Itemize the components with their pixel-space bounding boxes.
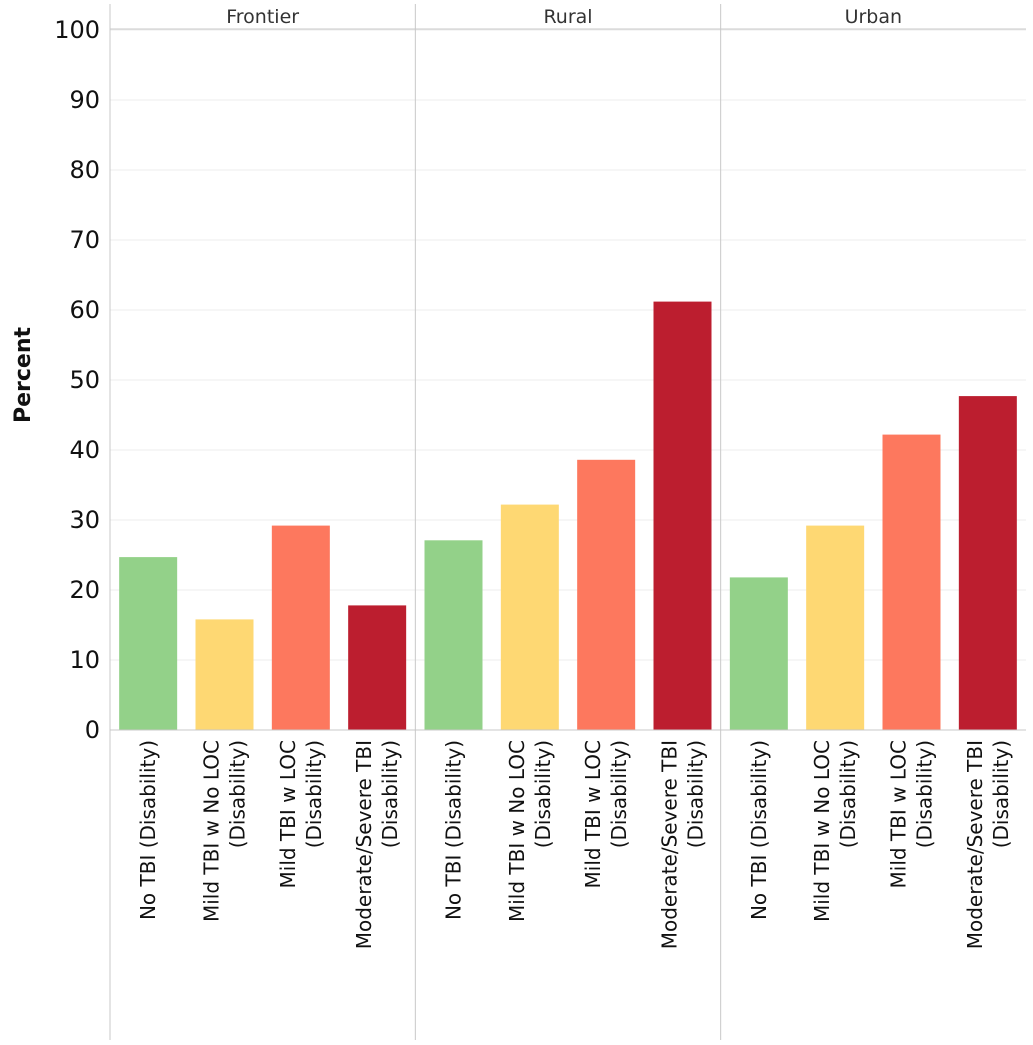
bar xyxy=(119,557,178,730)
x-category-label: Moderate/Severe TBI (Disability) xyxy=(963,740,1013,949)
bar xyxy=(271,525,330,730)
x-category-label-line: (Disability) xyxy=(913,740,937,848)
x-category-label-line: No TBI (Disability) xyxy=(136,740,160,920)
x-category-label-line: (Disability) xyxy=(378,740,402,848)
x-category-label-line: (Disability) xyxy=(531,740,555,848)
bar xyxy=(882,434,941,730)
x-category-label: Moderate/Severe TBI (Disability) xyxy=(352,740,402,949)
x-category-label-line: (Disability) xyxy=(226,740,250,848)
x-category-label-line: (Disability) xyxy=(302,740,326,848)
panel-titles: Frontier Rural Urban xyxy=(226,6,902,28)
y-tick-label: 60 xyxy=(69,296,100,324)
x-category-label-line: (Disability) xyxy=(684,740,708,848)
x-category-label-line: (Disability) xyxy=(989,740,1013,848)
y-tick-label: 30 xyxy=(69,506,100,534)
y-axis-label: Percent xyxy=(11,327,36,424)
x-category-label-line: No TBI (Disability) xyxy=(747,740,771,920)
y-tick-label: 0 xyxy=(85,716,100,744)
x-category-label: No TBI (Disability) xyxy=(747,740,771,920)
y-tick-label: 20 xyxy=(69,576,100,604)
x-category-label: Mild TBI w LOC (Disability) xyxy=(887,740,937,888)
y-tick-label: 90 xyxy=(69,86,100,114)
y-tick-label: 50 xyxy=(69,366,100,394)
x-axis-labels: No TBI (Disability) Mild TBI w No LOC (Dis… xyxy=(136,740,1013,949)
gridlines xyxy=(110,29,1026,661)
y-tick-label: 100 xyxy=(54,16,100,44)
panel-title: Frontier xyxy=(226,6,299,28)
x-category-label: Mild TBI w No LOC (Disability) xyxy=(505,740,555,922)
bar xyxy=(729,577,788,730)
bar xyxy=(195,619,254,730)
bar xyxy=(653,301,712,730)
bar xyxy=(806,525,865,730)
x-category-label-line: Moderate/Severe TBI xyxy=(658,740,682,949)
x-category-label-line: Mild TBI w LOC xyxy=(276,740,300,888)
x-category-label: Mild TBI w LOC (Disability) xyxy=(276,740,326,888)
bar xyxy=(424,540,483,730)
y-tick-label: 70 xyxy=(69,226,100,254)
x-category-label-line: Moderate/Severe TBI xyxy=(963,740,987,949)
x-category-label-line: No TBI (Disability) xyxy=(442,740,466,920)
x-category-label-line: Moderate/Severe TBI xyxy=(352,740,376,949)
y-axis-ticks: 0 10 20 30 40 50 60 70 80 90 100 xyxy=(54,16,100,744)
x-category-label-line: Mild TBI w LOC xyxy=(887,740,911,888)
x-category-label: Mild TBI w No LOC (Disability) xyxy=(200,740,250,922)
y-tick-label: 10 xyxy=(69,646,100,674)
x-category-label-line: Mild TBI w LOC xyxy=(581,740,605,888)
x-category-label-line: (Disability) xyxy=(836,740,860,848)
bars xyxy=(119,301,1017,730)
x-category-label-line: Mild TBI w No LOC xyxy=(200,740,224,922)
x-category-label: Mild TBI w LOC (Disability) xyxy=(581,740,631,888)
x-category-label-line: (Disability) xyxy=(607,740,631,848)
y-tick-label: 80 xyxy=(69,156,100,184)
bar xyxy=(348,605,407,730)
bar xyxy=(577,459,636,730)
x-category-label-line: Mild TBI w No LOC xyxy=(810,740,834,922)
panel-title: Rural xyxy=(543,6,592,28)
x-category-label: No TBI (Disability) xyxy=(136,740,160,920)
bar xyxy=(500,504,559,730)
x-category-label: Moderate/Severe TBI (Disability) xyxy=(658,740,708,949)
x-category-label-line: Mild TBI w No LOC xyxy=(505,740,529,922)
x-category-label: No TBI (Disability) xyxy=(442,740,466,920)
x-category-label: Mild TBI w No LOC (Disability) xyxy=(810,740,860,922)
y-tick-label: 40 xyxy=(69,436,100,464)
panel-frame xyxy=(109,4,1026,1040)
panel-title: Urban xyxy=(845,6,902,28)
bar xyxy=(958,396,1017,730)
